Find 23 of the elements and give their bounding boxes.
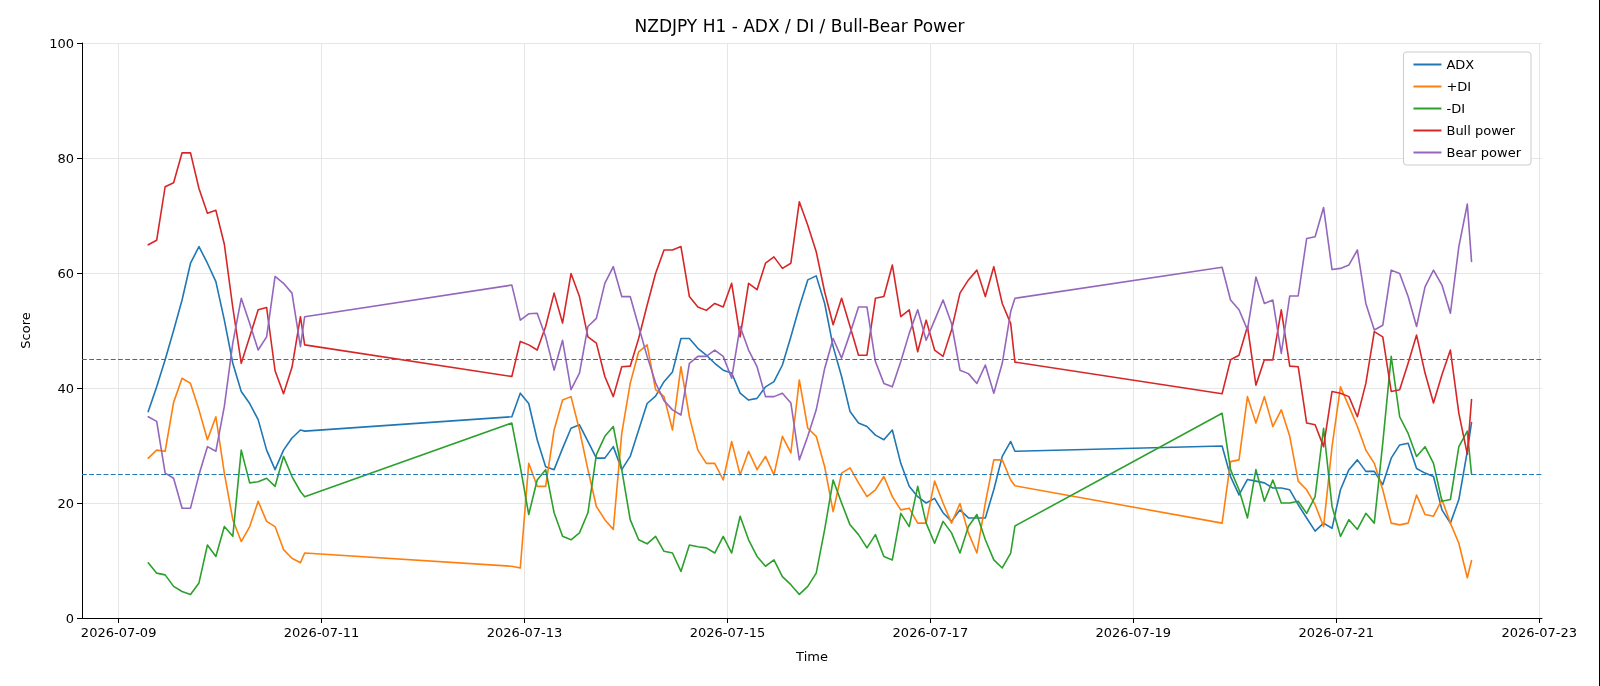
x-tick-label: 2026-07-21	[1298, 625, 1375, 640]
y-tick-label: 20	[57, 495, 74, 511]
legend-label: ADX	[1446, 57, 1475, 72]
x-tick-label: 2026-07-17	[892, 625, 969, 640]
legend-label: -DI	[1446, 101, 1466, 116]
y-tick-label: 100	[49, 35, 74, 51]
x-tick-label: 2026-07-11	[283, 625, 360, 640]
y-tick-label: 80	[57, 150, 74, 166]
legend-label: Bull power	[1446, 123, 1516, 138]
x-tick-label: 2026-07-13	[486, 625, 563, 640]
x-axis-title: Time	[795, 649, 828, 664]
y-tick-label: 0	[65, 610, 74, 626]
y-axis-title: Score	[18, 312, 33, 349]
x-tick-label: 2026-07-09	[80, 625, 157, 640]
legend-label: Bear power	[1446, 145, 1522, 160]
x-tick-label: 2026-07-15	[689, 625, 766, 640]
legend-label: +DI	[1446, 79, 1472, 94]
x-tick-label: 2026-07-23	[1501, 625, 1577, 640]
x-tick-label: 2026-07-19	[1095, 625, 1172, 640]
chart-title: NZDJPY H1 - ADX / DI / Bull-Bear Power	[634, 15, 965, 36]
line-series	[147, 203, 1473, 509]
y-tick-label: 60	[57, 265, 74, 281]
y-tick-label: 40	[57, 380, 74, 396]
